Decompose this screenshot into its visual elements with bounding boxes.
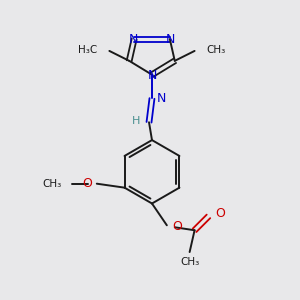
Text: CH₃: CH₃: [180, 257, 199, 267]
Text: N: N: [128, 32, 138, 46]
Text: N: N: [157, 92, 166, 105]
Text: O: O: [215, 207, 225, 220]
Text: H: H: [132, 116, 140, 126]
Text: O: O: [82, 177, 92, 190]
Text: CH₃: CH₃: [206, 45, 226, 55]
Text: H₃C: H₃C: [78, 45, 98, 55]
Text: N: N: [166, 32, 176, 46]
Text: O: O: [172, 220, 182, 233]
Text: N: N: [147, 69, 157, 82]
Text: CH₃: CH₃: [43, 179, 62, 189]
